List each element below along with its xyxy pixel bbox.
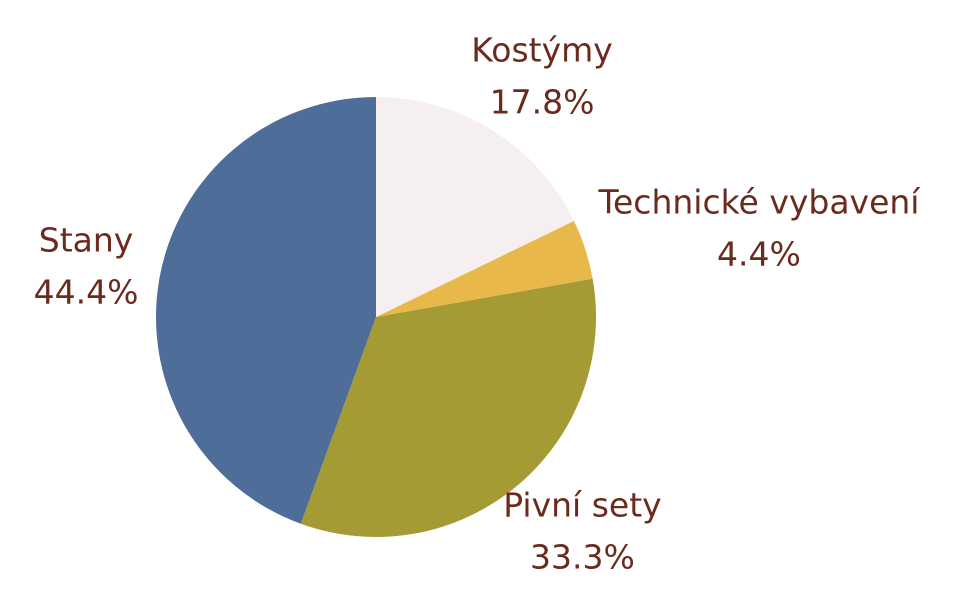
- slice-value-label: 33.3%: [530, 538, 635, 577]
- pie-slice: [300, 278, 597, 537]
- slice-label: Stany: [39, 221, 134, 260]
- pie-slice: [376, 97, 574, 317]
- slice-value-label: 17.8%: [490, 83, 595, 122]
- pie-slice: [156, 97, 376, 524]
- slice-label: Technické vybavení: [597, 183, 921, 222]
- pie-slice: [376, 221, 593, 317]
- slice-label: Kostýmy: [471, 31, 613, 70]
- slice-value-label: 44.4%: [34, 273, 139, 312]
- slice-value-label: 4.4%: [717, 235, 801, 274]
- slice-label: Pivní sety: [503, 486, 661, 525]
